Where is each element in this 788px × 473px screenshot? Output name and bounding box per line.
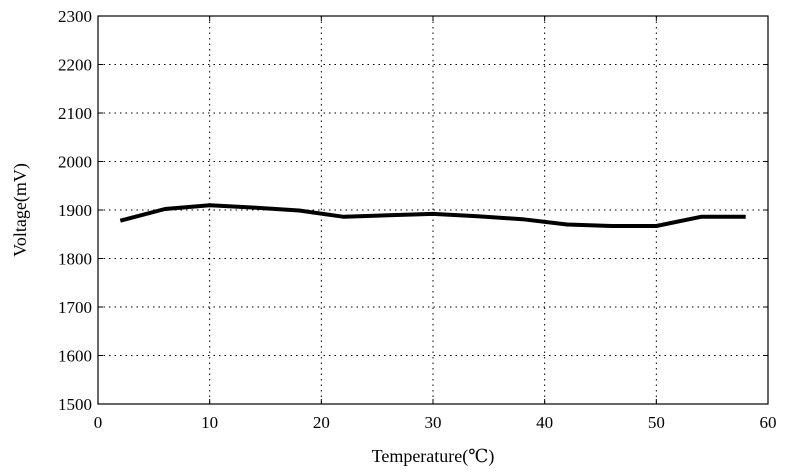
plot-frame — [97, 15, 769, 405]
x-tick-labels: 0 10 20 30 40 50 60 — [94, 413, 777, 432]
x-tick-label: 10 — [201, 413, 218, 432]
series-group — [119, 203, 746, 228]
x-axis-title: Temperature(℃) — [372, 446, 495, 467]
y-tick-label: 2000 — [58, 153, 92, 172]
y-tick-label: 1500 — [58, 395, 92, 414]
voltage-series-line — [119, 203, 746, 228]
x-tick-label: 30 — [425, 413, 442, 432]
y-tick-label: 2200 — [58, 56, 92, 75]
x-tick-label: 0 — [94, 413, 103, 432]
y-axis-title: Voltage(mV) — [10, 163, 31, 257]
y-tick-label: 2100 — [58, 104, 92, 123]
x-tick-label: 20 — [313, 413, 330, 432]
y-tick-label: 1900 — [58, 201, 92, 220]
x-tick-label: 40 — [536, 413, 553, 432]
x-tick-label: 50 — [648, 413, 665, 432]
y-tick-label: 1800 — [58, 250, 92, 269]
y-tick-label: 1600 — [58, 347, 92, 366]
y-tick-labels: 1500 1600 1700 1800 1900 2000 2100 2200 2300 — [58, 7, 92, 414]
grid-lines — [98, 16, 768, 404]
y-tick-label: 1700 — [58, 298, 92, 317]
y-tick-label: 2300 — [58, 7, 92, 26]
x-tick-label: 60 — [760, 413, 777, 432]
